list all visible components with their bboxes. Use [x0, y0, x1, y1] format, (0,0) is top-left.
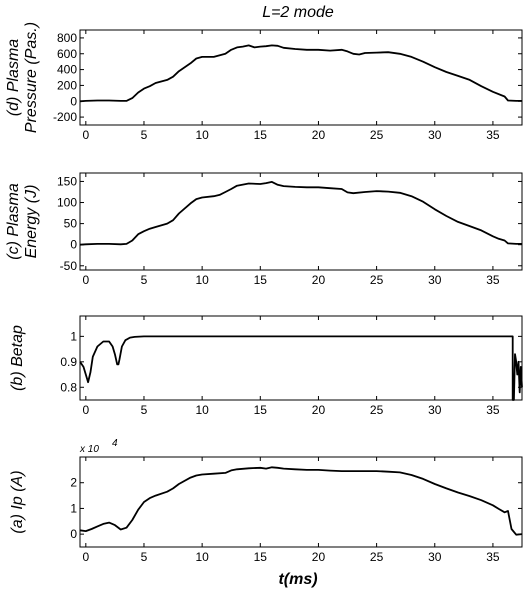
- panel-d-series-line: [79, 44, 522, 103]
- panel-c-axes-box: [79, 172, 523, 271]
- panel-d-xtick-label: 10: [195, 128, 209, 142]
- panel-d-ylabel: Pressure (Pas.): [23, 22, 40, 133]
- panel-b-xtick-label: 0: [82, 403, 89, 417]
- panel-b-axes-box: [79, 315, 523, 401]
- panel-a-axes-box: [79, 456, 523, 548]
- panel-d-xtick-label: 5: [141, 128, 148, 142]
- panel-b-xtick-label: 5: [141, 403, 148, 417]
- panel-a-xtick-label: 25: [370, 550, 384, 564]
- panel-d-axes-box: [79, 29, 523, 126]
- panel-d-xtick-label: 25: [370, 128, 384, 142]
- panel-a-series-line: [79, 466, 523, 536]
- figure-title: L=2 mode: [262, 4, 334, 21]
- panel-a-xtick-label: 10: [195, 550, 209, 564]
- panel-a-exponent-power: 4: [112, 438, 118, 449]
- panel-a-xtick-label: 15: [254, 550, 268, 564]
- panel-b-ytick-label: 1: [70, 329, 77, 343]
- panel-c-ytick-label: 50: [64, 217, 78, 231]
- panel-b-xtick-label: 35: [486, 403, 500, 417]
- panel-c-ylabel: Energy (J): [23, 185, 40, 259]
- panel-b-xtick-label: 20: [312, 403, 326, 417]
- panel-b-ytick-label: 0.9: [60, 355, 77, 369]
- panel-b-xtick-label: 25: [370, 403, 384, 417]
- panel-a-xtick-label: 5: [141, 550, 148, 564]
- panel-a-ylabel: (a) Ip (A): [9, 470, 26, 533]
- panel-b-xtick-label: 10: [195, 403, 209, 417]
- panel-d-xtick-label: 15: [254, 128, 268, 142]
- panel-d-ylabel: (d) Plasma: [5, 39, 22, 116]
- panel-b: 0 5 10 15 20 25 30 35 0.8 0.9 1 (b) Betap: [9, 315, 523, 417]
- panel-c-xtick-label: 0: [82, 273, 89, 287]
- panel-a-ytick-label: 2: [70, 476, 77, 490]
- panel-c-ytick-label: 150: [57, 174, 77, 188]
- panel-b-ytick-label: 0.8: [60, 380, 77, 394]
- panel-c-xtick-label: 25: [370, 273, 384, 287]
- panel-d-xtick-label: 35: [486, 128, 500, 142]
- panel-b-series-line: [79, 335, 523, 401]
- panel-a-xtick-label: 0: [82, 550, 89, 564]
- panel-d-ytick-label: 200: [57, 78, 77, 92]
- panel-c-xtick-label: 35: [486, 273, 500, 287]
- panel-d-xtick-label: 20: [312, 128, 326, 142]
- panel-c-xtick-label: 30: [428, 273, 442, 287]
- panel-c-ylabel: (c) Plasma: [5, 183, 22, 260]
- panel-c-xtick-label: 15: [254, 273, 268, 287]
- panel-c-xtick-label: 20: [312, 273, 326, 287]
- panel-b-xtick-label: 30: [428, 403, 442, 417]
- panel-a-xtick-label: 30: [428, 550, 442, 564]
- panel-a-exponent-label: x 10: [79, 444, 99, 455]
- panel-a-ytick-label: 0: [70, 527, 77, 541]
- panel-c-xtick-label: 10: [195, 273, 209, 287]
- panel-b-ylabel: (b) Betap: [9, 325, 26, 391]
- panel-a-xtick-label: 20: [312, 550, 326, 564]
- panel-d-ytick-label: 400: [57, 63, 77, 77]
- panel-c-ytick-label: -50: [60, 259, 78, 273]
- panel-c-xtick-label: 5: [141, 273, 148, 287]
- panel-c-ytick-label: 100: [57, 196, 77, 210]
- panel-d-ytick-label: -200: [53, 110, 77, 124]
- panel-a-xtick-label: 35: [486, 550, 500, 564]
- x-axis-label: t(ms): [278, 571, 317, 588]
- panel-d-xtick-label: 30: [428, 128, 442, 142]
- panel-a-ytick-label: 1: [70, 501, 77, 515]
- panel-a: 0 5 10 15 20 25 30 35 0 1 2 (a) Ip (A) x 10 4: [9, 438, 523, 564]
- panel-d-ytick-label: 600: [57, 47, 77, 61]
- panel-c-series-line: [79, 180, 522, 246]
- panel-b-xtick-label: 15: [254, 403, 268, 417]
- panel-d-ytick-label: 0: [70, 94, 77, 108]
- panel-c: 0 5 10 15 20 25 30 35 -50 0 50 100 150 (c) Plasma Ener…: [5, 172, 523, 287]
- panel-c-ytick-label: 0: [70, 238, 77, 252]
- panel-d-ytick-label: 800: [57, 31, 77, 45]
- panel-d-xtick-label: 0: [82, 128, 89, 142]
